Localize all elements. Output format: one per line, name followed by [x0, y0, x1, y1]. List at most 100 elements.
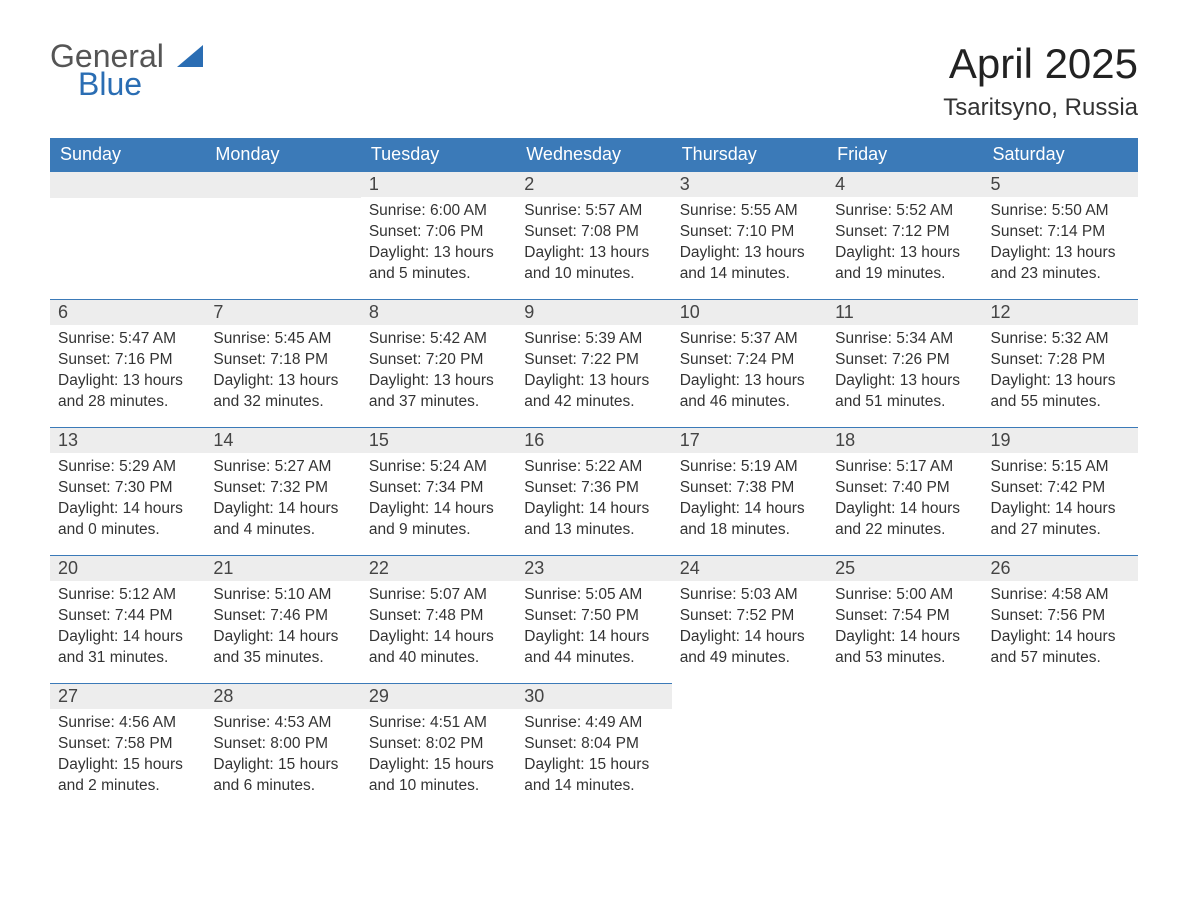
sunset-line: Sunset: 7:20 PM: [369, 350, 508, 371]
daylight-line: Daylight: 13 hours and 46 minutes.: [680, 371, 819, 413]
day-details: Sunrise: 4:56 AMSunset: 7:58 PMDaylight:…: [50, 709, 205, 807]
day-number: 10: [672, 300, 827, 325]
calendar-cell: 12Sunrise: 5:32 AMSunset: 7:28 PMDayligh…: [983, 300, 1138, 428]
daylight-line: Daylight: 13 hours and 51 minutes.: [835, 371, 974, 413]
day-details: Sunrise: 5:39 AMSunset: 7:22 PMDaylight:…: [516, 325, 671, 423]
day-details: Sunrise: 5:45 AMSunset: 7:18 PMDaylight:…: [205, 325, 360, 423]
sunset-line: Sunset: 7:26 PM: [835, 350, 974, 371]
sunrise-line: Sunrise: 4:53 AM: [213, 713, 352, 734]
sunset-line: Sunset: 7:48 PM: [369, 606, 508, 627]
sunset-line: Sunset: 7:16 PM: [58, 350, 197, 371]
calendar-cell: 6Sunrise: 5:47 AMSunset: 7:16 PMDaylight…: [50, 300, 205, 428]
day-number: 29: [361, 684, 516, 709]
calendar-cell: [205, 172, 360, 300]
sunrise-line: Sunrise: 5:07 AM: [369, 585, 508, 606]
day-details: Sunrise: 5:03 AMSunset: 7:52 PMDaylight:…: [672, 581, 827, 679]
daylight-line: Daylight: 14 hours and 9 minutes.: [369, 499, 508, 541]
daylight-line: Daylight: 15 hours and 2 minutes.: [58, 755, 197, 797]
brand-triangle-icon: [177, 40, 203, 72]
sunrise-line: Sunrise: 5:27 AM: [213, 457, 352, 478]
empty-day: [205, 172, 360, 198]
sunset-line: Sunset: 7:24 PM: [680, 350, 819, 371]
day-details: Sunrise: 5:05 AMSunset: 7:50 PMDaylight:…: [516, 581, 671, 679]
sunset-line: Sunset: 7:12 PM: [835, 222, 974, 243]
day-number: 17: [672, 428, 827, 453]
day-details: Sunrise: 4:58 AMSunset: 7:56 PMDaylight:…: [983, 581, 1138, 679]
sunset-line: Sunset: 7:18 PM: [213, 350, 352, 371]
page-header: General Blue April 2025 Tsaritsyno, Russ…: [50, 40, 1138, 122]
brand-logo: General Blue: [50, 40, 203, 100]
calendar-cell: 11Sunrise: 5:34 AMSunset: 7:26 PMDayligh…: [827, 300, 982, 428]
sunset-line: Sunset: 7:52 PM: [680, 606, 819, 627]
sunset-line: Sunset: 7:22 PM: [524, 350, 663, 371]
daylight-line: Daylight: 14 hours and 22 minutes.: [835, 499, 974, 541]
calendar-cell: 10Sunrise: 5:37 AMSunset: 7:24 PMDayligh…: [672, 300, 827, 428]
weekday-header: Tuesday: [361, 138, 516, 172]
sunset-line: Sunset: 7:42 PM: [991, 478, 1130, 499]
daylight-line: Daylight: 13 hours and 32 minutes.: [213, 371, 352, 413]
sunset-line: Sunset: 7:34 PM: [369, 478, 508, 499]
day-number: 30: [516, 684, 671, 709]
sunrise-line: Sunrise: 5:03 AM: [680, 585, 819, 606]
sunrise-line: Sunrise: 5:45 AM: [213, 329, 352, 350]
calendar-cell: 16Sunrise: 5:22 AMSunset: 7:36 PMDayligh…: [516, 428, 671, 556]
calendar-week: 6Sunrise: 5:47 AMSunset: 7:16 PMDaylight…: [50, 300, 1138, 428]
day-number: 4: [827, 172, 982, 197]
daylight-line: Daylight: 14 hours and 35 minutes.: [213, 627, 352, 669]
brand-bottom: Blue: [78, 68, 203, 100]
daylight-line: Daylight: 14 hours and 40 minutes.: [369, 627, 508, 669]
calendar-cell: 26Sunrise: 4:58 AMSunset: 7:56 PMDayligh…: [983, 556, 1138, 684]
calendar-cell: 5Sunrise: 5:50 AMSunset: 7:14 PMDaylight…: [983, 172, 1138, 300]
day-number: 25: [827, 556, 982, 581]
calendar-cell: 15Sunrise: 5:24 AMSunset: 7:34 PMDayligh…: [361, 428, 516, 556]
calendar-cell: 23Sunrise: 5:05 AMSunset: 7:50 PMDayligh…: [516, 556, 671, 684]
calendar-cell: 19Sunrise: 5:15 AMSunset: 7:42 PMDayligh…: [983, 428, 1138, 556]
sunset-line: Sunset: 7:30 PM: [58, 478, 197, 499]
day-details: Sunrise: 5:19 AMSunset: 7:38 PMDaylight:…: [672, 453, 827, 551]
calendar-week: 20Sunrise: 5:12 AMSunset: 7:44 PMDayligh…: [50, 556, 1138, 684]
calendar-cell: 2Sunrise: 5:57 AMSunset: 7:08 PMDaylight…: [516, 172, 671, 300]
day-number: 5: [983, 172, 1138, 197]
daylight-line: Daylight: 14 hours and 27 minutes.: [991, 499, 1130, 541]
sunset-line: Sunset: 7:50 PM: [524, 606, 663, 627]
sunrise-line: Sunrise: 5:17 AM: [835, 457, 974, 478]
daylight-line: Daylight: 13 hours and 55 minutes.: [991, 371, 1130, 413]
day-details: Sunrise: 5:57 AMSunset: 7:08 PMDaylight:…: [516, 197, 671, 295]
empty-day: [50, 172, 205, 198]
daylight-line: Daylight: 13 hours and 28 minutes.: [58, 371, 197, 413]
daylight-line: Daylight: 14 hours and 0 minutes.: [58, 499, 197, 541]
sunrise-line: Sunrise: 5:10 AM: [213, 585, 352, 606]
day-details: Sunrise: 5:22 AMSunset: 7:36 PMDaylight:…: [516, 453, 671, 551]
daylight-line: Daylight: 13 hours and 19 minutes.: [835, 243, 974, 285]
day-number: 20: [50, 556, 205, 581]
sunset-line: Sunset: 7:10 PM: [680, 222, 819, 243]
calendar-cell: [672, 684, 827, 812]
calendar-cell: 20Sunrise: 5:12 AMSunset: 7:44 PMDayligh…: [50, 556, 205, 684]
weekday-header: Friday: [827, 138, 982, 172]
calendar-cell: 8Sunrise: 5:42 AMSunset: 7:20 PMDaylight…: [361, 300, 516, 428]
day-details: Sunrise: 5:47 AMSunset: 7:16 PMDaylight:…: [50, 325, 205, 423]
sunset-line: Sunset: 7:58 PM: [58, 734, 197, 755]
calendar-cell: [50, 172, 205, 300]
day-number: 8: [361, 300, 516, 325]
day-details: Sunrise: 6:00 AMSunset: 7:06 PMDaylight:…: [361, 197, 516, 295]
month-title: April 2025: [943, 40, 1138, 88]
sunset-line: Sunset: 8:00 PM: [213, 734, 352, 755]
sunset-line: Sunset: 7:28 PM: [991, 350, 1130, 371]
daylight-line: Daylight: 13 hours and 37 minutes.: [369, 371, 508, 413]
calendar-week: 13Sunrise: 5:29 AMSunset: 7:30 PMDayligh…: [50, 428, 1138, 556]
daylight-line: Daylight: 14 hours and 44 minutes.: [524, 627, 663, 669]
day-details: Sunrise: 5:50 AMSunset: 7:14 PMDaylight:…: [983, 197, 1138, 295]
day-details: Sunrise: 5:00 AMSunset: 7:54 PMDaylight:…: [827, 581, 982, 679]
calendar-body: 1Sunrise: 6:00 AMSunset: 7:06 PMDaylight…: [50, 172, 1138, 812]
sunrise-line: Sunrise: 5:39 AM: [524, 329, 663, 350]
day-number: 15: [361, 428, 516, 453]
daylight-line: Daylight: 13 hours and 5 minutes.: [369, 243, 508, 285]
weekday-header: Saturday: [983, 138, 1138, 172]
day-details: Sunrise: 5:34 AMSunset: 7:26 PMDaylight:…: [827, 325, 982, 423]
sunset-line: Sunset: 8:02 PM: [369, 734, 508, 755]
sunset-line: Sunset: 8:04 PM: [524, 734, 663, 755]
calendar-cell: 14Sunrise: 5:27 AMSunset: 7:32 PMDayligh…: [205, 428, 360, 556]
sunset-line: Sunset: 7:08 PM: [524, 222, 663, 243]
day-number: 22: [361, 556, 516, 581]
